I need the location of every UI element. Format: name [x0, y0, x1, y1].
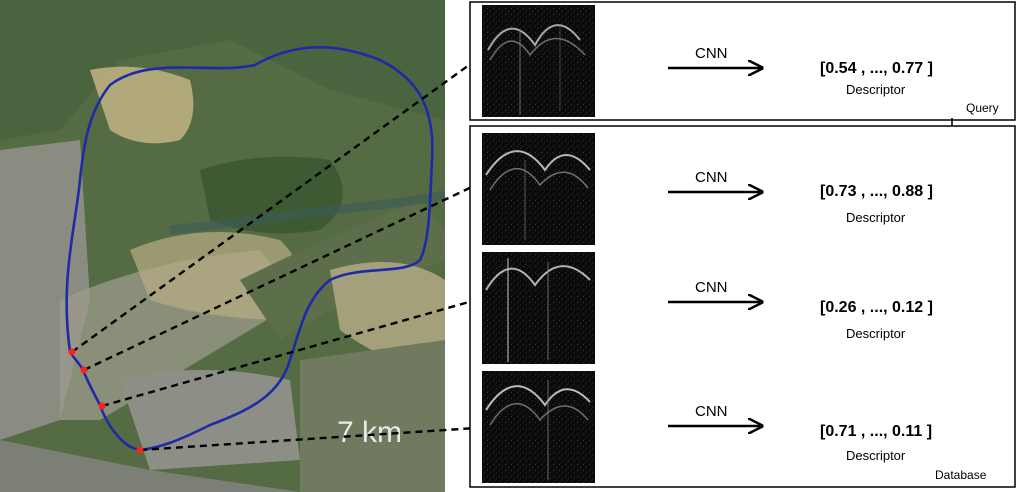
db-sonar-image-1 — [482, 133, 595, 245]
db-cnn-label-1: CNN — [695, 169, 728, 186]
connector-db-3 — [139, 426, 477, 452]
db-descriptor-value-2: [0.26 , ..., 0.12 ] — [820, 299, 933, 316]
db-cnn-label-3: CNN — [695, 403, 728, 420]
route-markers — [68, 348, 144, 454]
map-scale-label: 7 km — [337, 416, 402, 449]
db-descriptor-label-3: Descriptor — [846, 448, 906, 463]
marker-db-1 — [80, 366, 88, 374]
database-row: CNN [0.71 , ..., 0.11 ] Descriptor — [482, 371, 932, 483]
db-cnn-label-2: CNN — [695, 279, 728, 296]
database-row: CNN [0.26 , ..., 0.12 ] Descriptor — [482, 252, 933, 364]
query-descriptor-value: [0.54 , ..., 0.77 ] — [820, 60, 933, 77]
marker-query — [68, 348, 76, 356]
marker-db-3 — [136, 446, 144, 454]
database-box-label: Database — [935, 468, 987, 482]
route-path — [65, 45, 434, 452]
database-row: CNN [0.73 , ..., 0.88 ] Descriptor — [482, 133, 933, 245]
db-descriptor-value-3: [0.71 , ..., 0.11 ] — [820, 423, 932, 440]
query-sonar-image — [482, 5, 595, 117]
db-descriptor-label-1: Descriptor — [846, 210, 906, 225]
query-descriptor-label: Descriptor — [846, 82, 906, 97]
satellite-map — [0, 0, 446, 492]
query-cnn-label: CNN — [695, 45, 728, 62]
query-box-label: Query — [966, 101, 999, 115]
connector-lines — [71, 59, 477, 452]
connector-db-2 — [101, 298, 477, 408]
db-sonar-image-2 — [482, 252, 595, 364]
connector-db-1 — [83, 183, 477, 372]
db-descriptor-label-2: Descriptor — [846, 326, 906, 341]
db-sonar-image-3 — [482, 371, 595, 483]
db-descriptor-value-1: [0.73 , ..., 0.88 ] — [820, 183, 933, 200]
marker-db-2 — [98, 402, 106, 410]
